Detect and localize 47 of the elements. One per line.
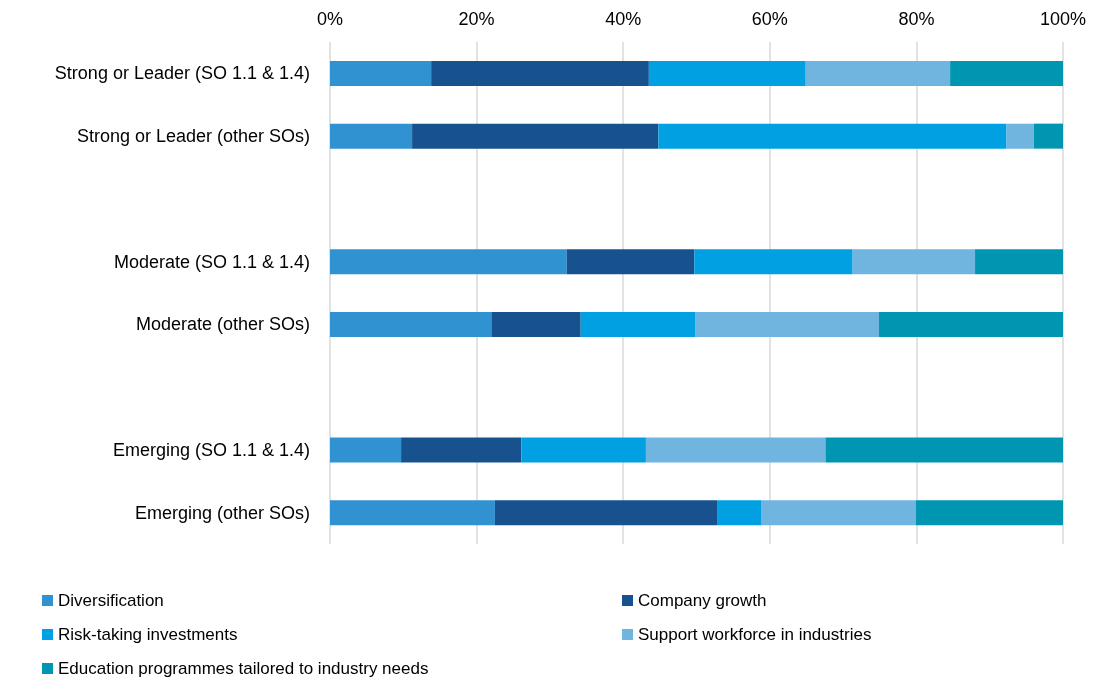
bar (330, 437, 402, 463)
bar (1033, 123, 1063, 149)
legend-label: Education programmes tailored to industry needs (58, 659, 429, 678)
bar (330, 123, 413, 149)
bar (648, 60, 806, 86)
bar (879, 311, 1063, 337)
bar (825, 437, 1063, 463)
bar (521, 437, 646, 463)
bar (330, 60, 432, 86)
bar (694, 249, 853, 275)
bar (431, 60, 649, 86)
bar (401, 437, 522, 463)
bar (805, 60, 951, 86)
y-tick-label: Emerging (SO 1.1 & 1.4) (112, 439, 310, 460)
bar (1006, 123, 1034, 149)
bar (950, 60, 1063, 86)
bar (852, 249, 976, 275)
x-tick-label: 0% (316, 9, 344, 29)
y-tick-label: Moderate (SO 1.1 & 1.4) (113, 251, 310, 272)
bar (915, 500, 1063, 526)
bar (491, 311, 581, 337)
bar (494, 500, 718, 526)
bar (566, 249, 695, 275)
legend-label: Diversification (58, 591, 164, 610)
y-tick-label: Emerging (other SOs) (134, 502, 310, 523)
bar (695, 311, 880, 337)
bar (645, 437, 826, 463)
x-tick-label: 80% (898, 9, 935, 29)
bar (580, 311, 696, 337)
x-tick-label: 100% (1039, 9, 1087, 29)
x-tick-label: 40% (605, 9, 642, 29)
bar (975, 249, 1063, 275)
legend-label: Risk-taking investments (58, 625, 238, 644)
bar (717, 500, 761, 526)
bar (412, 123, 659, 149)
x-tick-label: 60% (751, 9, 788, 29)
x-tick-label: 20% (458, 9, 495, 29)
y-tick-label: Moderate (other SOs) (135, 314, 310, 335)
bar (761, 500, 916, 526)
legend-label: Support workforce in industries (638, 625, 872, 644)
y-tick-label: Strong or Leader (other SOs) (76, 126, 310, 147)
bar (658, 123, 1007, 149)
bar (330, 311, 492, 337)
bar (330, 500, 495, 526)
legend-label: Company growth (638, 591, 767, 610)
bar (330, 249, 567, 275)
y-tick-label: Strong or Leader (SO 1.1 & 1.4) (54, 63, 310, 84)
